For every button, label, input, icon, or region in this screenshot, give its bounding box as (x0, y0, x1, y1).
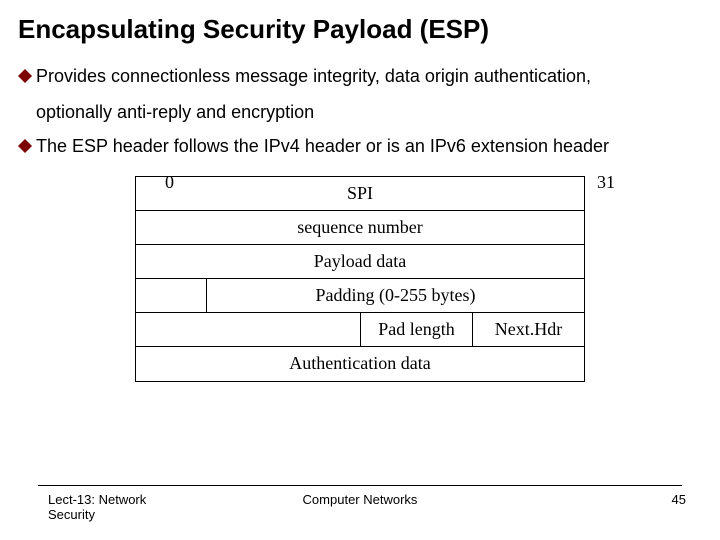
slide: Encapsulating Security Payload (ESP) Pro… (0, 0, 720, 540)
diagram-row-auth: Authentication data (136, 347, 584, 381)
slide-footer: Lect-13: Network Security Computer Netwo… (0, 485, 720, 522)
footer-lecture-line2: Security (48, 507, 247, 522)
bullet-text: The ESP header follows the IPv4 header o… (36, 129, 702, 163)
bullet-item: The ESP header follows the IPv4 header o… (18, 129, 702, 163)
diagram-row-padding: Padding (0-255 bytes) (136, 279, 584, 313)
diamond-bullet-icon (18, 69, 32, 83)
footer-left: Lect-13: Network Security (28, 492, 247, 522)
bullet-text: Provides connectionless message integrit… (36, 59, 702, 93)
diagram-row-spi: SPI (136, 177, 584, 211)
diagram-table: SPI sequence number Payload data Padding… (135, 176, 585, 382)
diagram-cell-padding: Padding (0-255 bytes) (206, 279, 584, 312)
diamond-bullet-icon (18, 139, 32, 153)
footer-center: Computer Networks (247, 492, 473, 507)
diagram-cell-empty (136, 313, 360, 346)
footer-divider (38, 485, 682, 486)
footer-page-number: 45 (473, 492, 692, 507)
bit-label-end: 31 (597, 172, 615, 193)
bullet-item: Provides connectionless message integrit… (18, 59, 702, 93)
diagram-row-seq: sequence number (136, 211, 584, 245)
esp-header-diagram: 0 31 SPI sequence number Payload data Pa… (135, 176, 585, 382)
diagram-row-payload: Payload data (136, 245, 584, 279)
diagram-row-padlen: Pad length Next.Hdr (136, 313, 584, 347)
footer-lecture-line1: Lect-13: Network (48, 492, 247, 507)
footer-row: Lect-13: Network Security Computer Netwo… (28, 492, 692, 522)
bullet-continuation: optionally anti-reply and encryption (36, 95, 702, 129)
bullet-list: Provides connectionless message integrit… (18, 59, 702, 164)
slide-title: Encapsulating Security Payload (ESP) (18, 14, 702, 45)
diagram-cell-nexthdr: Next.Hdr (472, 313, 584, 346)
diagram-cell-padlen: Pad length (360, 313, 472, 346)
